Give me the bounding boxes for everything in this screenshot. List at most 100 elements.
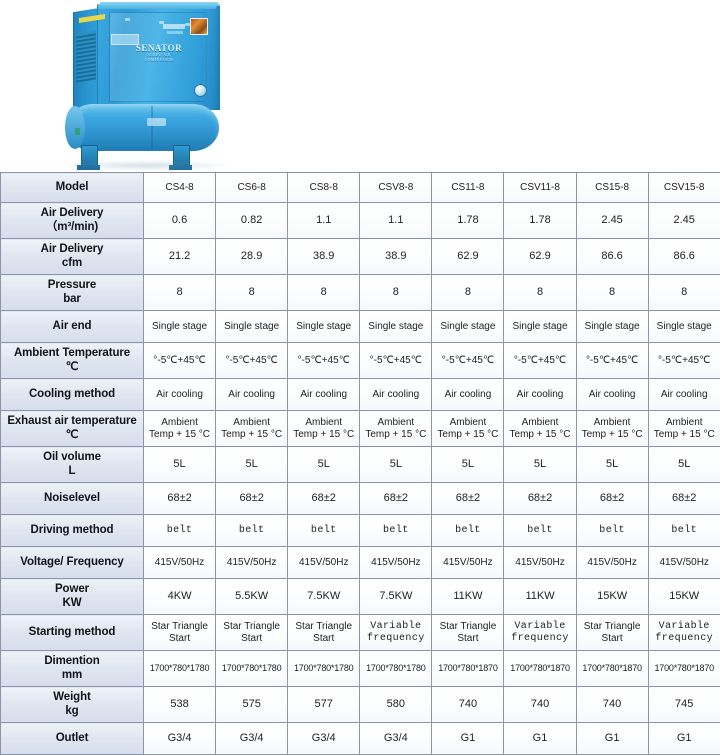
row-label-noise-level: Noiselevel [1, 483, 144, 515]
cell-air-delivery-m3-6: 1.78 [504, 203, 576, 239]
cell-air-delivery-cfm-7: 86.6 [576, 239, 648, 275]
cell-power-kw-7: 15KW [576, 579, 648, 615]
row-label-outlet: Outlet [1, 723, 144, 755]
model-header-cell-8: CSV15-8 [648, 173, 720, 203]
cell-voltage-frequency-8: 415V/50Hz [648, 547, 720, 579]
row-label-starting-method: Starting method [1, 615, 144, 651]
row-label-unit: bar [3, 293, 141, 307]
cell-dimention-mm-5: 1700*780*1870 [432, 651, 504, 687]
model-header-cell-2: CS6-8 [216, 173, 288, 203]
cell-dimention-mm-6: 1700*780*1870 [504, 651, 576, 687]
cell-line-2: Start [434, 633, 501, 645]
model-header-cell-7: CS15-8 [576, 173, 648, 203]
cell-voltage-frequency-7: 415V/50Hz [576, 547, 648, 579]
row-label-unit: kg [3, 705, 141, 719]
cell-line-2: Temp + 15 °C [218, 429, 285, 441]
cell-cooling-method-1: Air cooling [144, 379, 216, 411]
row-label-text: Dimention [3, 655, 141, 669]
row-label-text: Air Delivery [3, 207, 141, 221]
cell-power-kw-2: 5.5KW [216, 579, 288, 615]
row-label-exhaust-air-temperature: Exhaust air temperature℃ [1, 411, 144, 447]
cell-voltage-frequency-5: 415V/50Hz [432, 547, 504, 579]
cell-line-1: Ambient [579, 417, 646, 429]
row-label-text: Air Delivery [3, 243, 141, 257]
cell-noise-level-6: 68±2 [504, 483, 576, 515]
cell-weight-kg-7: 740 [576, 687, 648, 723]
row-label-text: Cooling method [3, 388, 141, 402]
cell-noise-level-8: 68±2 [648, 483, 720, 515]
model-header-cell-3: CS8-8 [288, 173, 360, 203]
cell-cooling-method-5: Air cooling [432, 379, 504, 411]
door-latch-icon [185, 23, 190, 26]
cell-weight-kg-4: 580 [360, 687, 432, 723]
row-label-model: Model [1, 173, 144, 203]
cell-ambient-temperature-8: °-5℃+45℃ [648, 343, 720, 379]
cell-power-kw-1: 4KW [144, 579, 216, 615]
cell-pressure-bar-8: 8 [648, 275, 720, 311]
cell-outlet-4: G3/4 [360, 723, 432, 755]
cell-voltage-frequency-4: 415V/50Hz [360, 547, 432, 579]
product-photo-block: SENATOR SCREW AIR COMPRESSOR [0, 0, 720, 172]
cell-oil-volume-5: 5L [432, 447, 504, 483]
cell-air-end-2: Single stage [216, 311, 288, 343]
row-label-voltage-frequency: Voltage/ Frequency [1, 547, 144, 579]
row-label-unit: mm [3, 669, 141, 683]
cell-power-kw-4: 7.5KW [360, 579, 432, 615]
row-label-unit: ℃ [3, 429, 141, 443]
cell-line-2: Temp + 15 °C [434, 429, 501, 441]
cell-pressure-bar-3: 8 [288, 275, 360, 311]
cell-air-end-8: Single stage [648, 311, 720, 343]
cell-driving-method-4: belt [360, 515, 432, 547]
cell-driving-method-2: belt [216, 515, 288, 547]
cell-ambient-temperature-2: °-5℃+45℃ [216, 343, 288, 379]
cell-ambient-temperature-3: °-5℃+45℃ [288, 343, 360, 379]
cell-air-end-7: Single stage [576, 311, 648, 343]
cell-line-2: Start [218, 633, 285, 645]
table-row-ambient-temperature: Ambient Temperature℃°-5℃+45℃°-5℃+45℃°-5℃… [1, 343, 720, 379]
cell-line-1: Star Triangle [434, 621, 501, 633]
cell-voltage-frequency-1: 415V/50Hz [144, 547, 216, 579]
row-label-text: Exhaust air temperature [3, 415, 141, 429]
cell-oil-volume-6: 5L [504, 447, 576, 483]
cell-air-delivery-cfm-6: 62.9 [504, 239, 576, 275]
cell-weight-kg-3: 577 [288, 687, 360, 723]
cell-dimention-mm-1: 1700*780*1780 [144, 651, 216, 687]
cell-driving-method-8: belt [648, 515, 720, 547]
drain-valve-icon [75, 128, 80, 135]
cell-air-end-3: Single stage [288, 311, 360, 343]
cell-air-delivery-m3-7: 2.45 [576, 203, 648, 239]
row-label-cooling-method: Cooling method [1, 379, 144, 411]
cell-line-1: Variable [651, 621, 718, 633]
row-label-text: Driving method [3, 524, 141, 538]
cell-line-2: Temp + 15 °C [290, 429, 357, 441]
cell-air-end-1: Single stage [144, 311, 216, 343]
cell-line-2: Start [579, 633, 646, 645]
cell-air-end-4: Single stage [360, 311, 432, 343]
cell-pressure-bar-7: 8 [576, 275, 648, 311]
cell-oil-volume-4: 5L [360, 447, 432, 483]
cell-air-delivery-m3-8: 2.45 [648, 203, 720, 239]
cell-oil-volume-2: 5L [216, 447, 288, 483]
cell-noise-level-4: 68±2 [360, 483, 432, 515]
row-label-unit: KW [3, 597, 141, 611]
cell-outlet-3: G3/4 [288, 723, 360, 755]
